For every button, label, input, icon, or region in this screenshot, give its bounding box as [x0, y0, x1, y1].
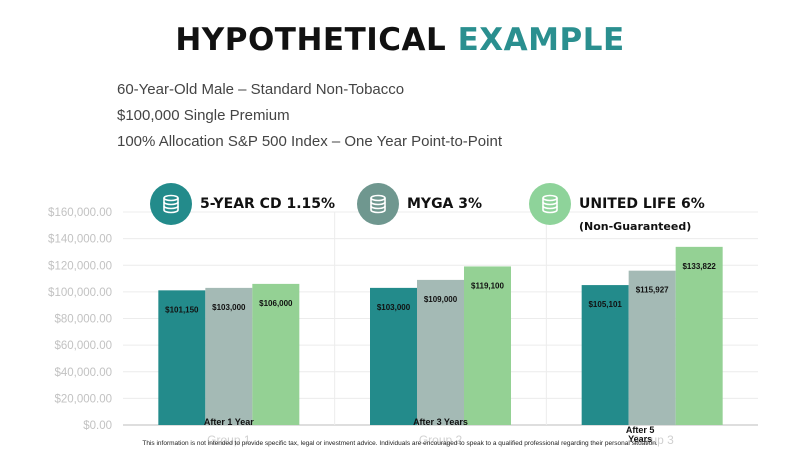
bar	[252, 283, 300, 425]
y-tick-label: $60,000.00	[54, 340, 112, 352]
bar	[581, 285, 629, 425]
x-tick-label: Group 2	[419, 433, 463, 447]
x-tick-label: Group 1	[207, 433, 251, 447]
bar	[464, 266, 511, 425]
legend-item-myga: MYGA 3%	[357, 183, 482, 225]
coin-stack-icon	[357, 183, 399, 225]
data-label: $101,150	[165, 305, 199, 314]
y-tick-label: $140,000.00	[48, 234, 112, 246]
y-tick-label: $0.00	[83, 420, 112, 432]
x-tick-label: Group 3	[630, 433, 674, 447]
title-main: HYPOTHETICAL	[175, 22, 447, 58]
data-label: $103,000	[212, 303, 246, 312]
coin-stack-icon	[529, 183, 571, 225]
y-tick-label: $80,000.00	[54, 314, 112, 326]
legend-item-united-life: UNITED LIFE 6%	[529, 183, 705, 225]
subtitle-line-1: 60-Year-Old Male – Standard Non-Tobacco	[117, 81, 405, 98]
title-accent: EXAMPLE	[457, 22, 625, 58]
bar	[675, 246, 723, 425]
bar	[205, 287, 253, 425]
y-tick-label: $120,000.00	[48, 260, 112, 272]
legend-label-cd: 5-YEAR CD 1.15%	[200, 196, 336, 212]
subtitle-line-3: 100% Allocation S&P 500 Index – One Year…	[117, 133, 502, 150]
legend-note: (Non-Guaranteed)	[579, 220, 692, 233]
data-label: $133,822	[682, 262, 716, 271]
bar	[158, 290, 206, 425]
bar	[628, 270, 676, 425]
data-label: $109,000	[424, 295, 458, 304]
period-label: After 5	[626, 425, 655, 435]
y-tick-label: $160,000.00	[48, 207, 112, 219]
legend-item-cd: 5-YEAR CD 1.15%	[150, 183, 335, 225]
legend-label-myga: MYGA 3%	[407, 196, 483, 212]
subtitle-line-2: $100,000 Single Premium	[117, 107, 290, 124]
data-label: $103,000	[377, 303, 411, 312]
bar	[370, 287, 417, 425]
data-label: $115,927	[636, 286, 669, 295]
y-tick-label: $40,000.00	[54, 367, 112, 379]
data-label: $106,000	[259, 299, 293, 308]
data-label: $119,100	[471, 281, 504, 290]
period-label: After 1 Year	[204, 417, 254, 427]
y-tick-label: $100,000.00	[48, 287, 112, 299]
disclaimer: This information is not intended to prov…	[142, 440, 658, 447]
legend-label-united-life: UNITED LIFE 6%	[579, 196, 705, 212]
period-label: After 3 Years	[413, 417, 468, 427]
bar	[417, 279, 464, 425]
period-label: Years	[628, 434, 652, 444]
data-label: $105,101	[588, 300, 622, 309]
y-tick-label: $20,000.00	[54, 393, 112, 405]
page-title: HYPOTHETICAL EXAMPLE	[0, 22, 800, 58]
coin-stack-icon	[150, 183, 192, 225]
